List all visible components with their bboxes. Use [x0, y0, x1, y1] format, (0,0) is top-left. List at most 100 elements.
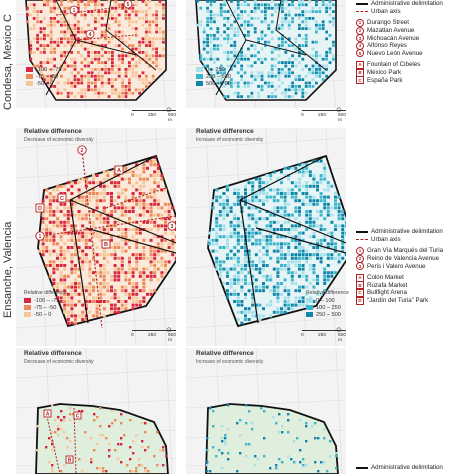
diversity-cell [323, 174, 327, 177]
diversity-cell [272, 199, 276, 203]
diversity-cell [287, 27, 291, 30]
diversity-cell [142, 246, 146, 249]
diversity-cell [107, 23, 111, 27]
diversity-cell [74, 249, 77, 253]
diversity-cell [254, 267, 258, 271]
diversity-cell [308, 71, 311, 75]
diversity-cell [162, 10, 165, 13]
diversity-cell [254, 195, 258, 199]
diversity-cell [138, 44, 141, 47]
diversity-cell [283, 289, 287, 293]
diversity-cell [80, 40, 84, 44]
diversity-cell [250, 81, 254, 85]
diversity-cell [281, 6, 284, 10]
diversity-cell [69, 413, 72, 416]
diversity-cell [77, 246, 81, 249]
diversity-cell [145, 51, 148, 54]
diversity-cell [280, 235, 283, 239]
diversity-cell [131, 44, 135, 47]
diversity-cell [146, 267, 149, 271]
legend-swatch [196, 81, 203, 86]
diversity-cell [233, 300, 237, 303]
diversity-cell [233, 202, 237, 206]
diversity-cell [94, 44, 97, 47]
diversity-cell [63, 228, 67, 231]
diversity-cell [209, 34, 213, 37]
diversity-cell [87, 64, 90, 68]
diversity-cell [274, 10, 277, 13]
diversity-cell [53, 85, 56, 88]
diversity-cell [236, 310, 240, 314]
diversity-cell [156, 249, 160, 253]
diversity-cell [262, 202, 265, 206]
diversity-cell [269, 213, 273, 217]
diversity-cell [113, 210, 117, 213]
diversity-cell [215, 256, 219, 260]
diversity-cell [160, 249, 164, 253]
diversity-cell [66, 64, 70, 68]
diversity-cell [149, 256, 153, 260]
diversity-cell [301, 199, 305, 203]
diversity-cell [281, 71, 284, 75]
diversity-cell [81, 249, 85, 253]
diversity-cell [277, 68, 281, 71]
diversity-cell [226, 34, 230, 37]
diversity-cell [236, 422, 239, 425]
diversity-cell [209, 47, 213, 51]
diversity-cell [77, 71, 80, 75]
diversity-cell [318, 54, 322, 58]
diversity-cell [215, 260, 219, 264]
diversity-cell [66, 213, 70, 217]
diversity-cell [135, 303, 139, 307]
diversity-cell [149, 278, 153, 282]
diversity-cell [275, 422, 278, 425]
diversity-cell [124, 271, 128, 275]
diversity-cell [111, 68, 114, 71]
diversity-cell [199, 20, 203, 24]
diversity-cell [222, 235, 226, 239]
diversity-cell [318, 68, 322, 71]
diversity-cell [253, 6, 257, 10]
diversity-cell [281, 20, 284, 24]
diversity-cell [32, 27, 36, 30]
diversity-cell [102, 267, 106, 271]
diversity-cell [135, 434, 138, 437]
diversity-cell [43, 47, 46, 51]
diversity-cell [174, 238, 176, 242]
diversity-cell [153, 199, 157, 203]
diversity-cell [51, 431, 54, 434]
diversity-cell [326, 206, 330, 210]
diversity-cell [160, 246, 164, 249]
diversity-cell [46, 34, 50, 37]
diversity-cell [124, 54, 128, 58]
legend-swatch [306, 305, 313, 310]
diversity-cell [114, 20, 118, 24]
diversity-cell [113, 220, 117, 224]
diversity-cell [341, 246, 345, 249]
diversity-cell [221, 437, 224, 440]
diversity-cell [280, 310, 283, 314]
diversity-cell [277, 23, 281, 27]
diversity-cell [107, 57, 111, 61]
diversity-cell [66, 303, 70, 307]
diversity-cell [148, 64, 152, 68]
diversity-cell [213, 61, 216, 64]
diversity-cell [134, 30, 138, 34]
diversity-cell [164, 217, 167, 221]
diversity-cell [60, 74, 63, 78]
diversity-cell [100, 54, 104, 58]
diversity-cell [301, 170, 305, 174]
diversity-cell [298, 13, 301, 17]
diversity-cell [223, 23, 226, 27]
svg-text:4: 4 [89, 32, 92, 38]
diversity-cell [121, 3, 124, 7]
diversity-cell [240, 303, 244, 307]
diversity-cell [251, 206, 255, 210]
diversity-cell [290, 224, 294, 228]
diversity-cell [298, 44, 301, 47]
diversity-cell [236, 256, 240, 260]
diversity-cell [298, 78, 301, 81]
diversity-cell [301, 3, 305, 7]
diversity-cell [94, 40, 97, 44]
diversity-cell [250, 17, 254, 20]
